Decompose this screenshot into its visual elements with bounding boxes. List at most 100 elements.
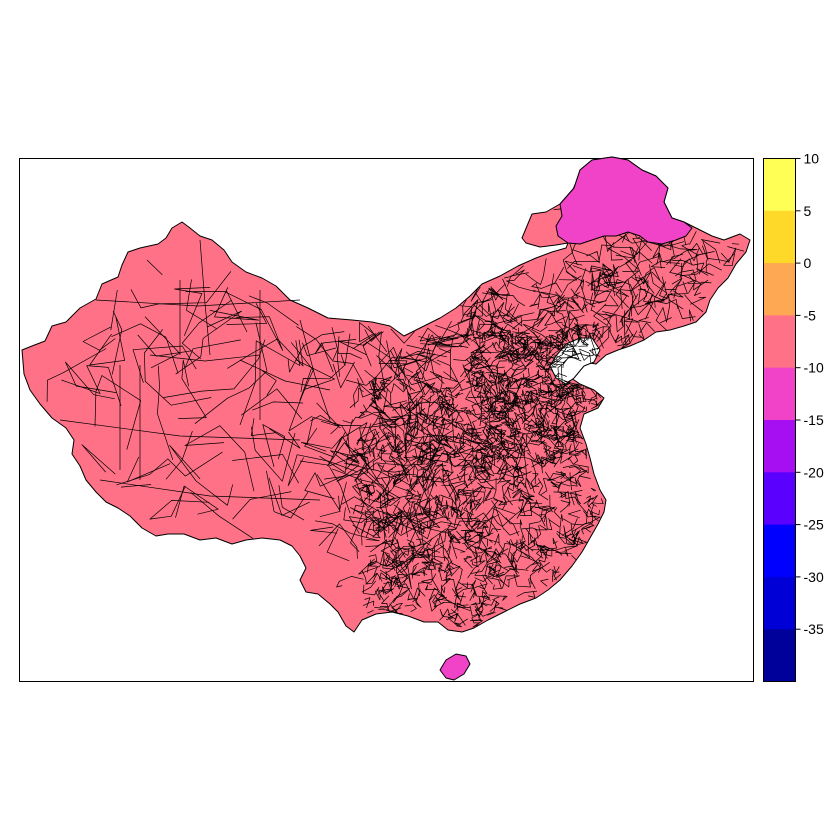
county-boundary: [472, 468, 491, 481]
county-boundary: [430, 494, 439, 500]
county-boundary: [568, 443, 581, 455]
county-boundary: [261, 370, 277, 396]
county-boundary: [408, 382, 433, 395]
county-boundary: [532, 399, 539, 417]
county-boundary: [428, 558, 436, 570]
county-boundary: [564, 381, 580, 396]
county-boundary: [622, 270, 640, 284]
county-boundary: [723, 247, 737, 267]
county-boundary: [393, 504, 408, 518]
county-boundary: [564, 402, 586, 410]
county-boundary: [481, 397, 493, 419]
county-boundary: [444, 560, 453, 578]
county-boundary: [414, 477, 427, 491]
county-boundary: [570, 470, 588, 491]
county-boundary: [541, 357, 562, 364]
county-boundary: [534, 524, 548, 531]
county-boundary: [410, 485, 416, 492]
county-boundary: [470, 420, 477, 436]
county-boundary: [506, 540, 534, 552]
county-boundary: [239, 340, 301, 426]
county-boundary: [460, 368, 471, 378]
county-boundary: [444, 384, 462, 400]
county-boundary: [565, 422, 578, 434]
county-boundary: [157, 365, 174, 460]
county-boundary: [449, 396, 455, 410]
county-boundary: [413, 587, 426, 606]
county-boundary: [515, 450, 527, 475]
county-boundary: [539, 343, 551, 354]
county-boundary: [514, 312, 548, 338]
county-boundary: [390, 539, 406, 558]
county-boundary: [511, 549, 523, 555]
county-boundary: [384, 460, 397, 472]
legend-tick-label: 0: [804, 255, 812, 271]
county-boundary: [190, 492, 254, 539]
county-boundary: [269, 428, 301, 449]
county-boundary: [501, 342, 515, 360]
county-boundary: [382, 510, 400, 531]
county-boundary: [523, 493, 534, 501]
county-boundary: [361, 423, 391, 451]
legend-swatch: [763, 210, 796, 264]
county-boundary: [674, 269, 697, 294]
county-boundary: [523, 367, 530, 380]
county-boundary: [536, 457, 553, 468]
county-boundary: [515, 342, 526, 350]
county-boundary: [511, 339, 517, 353]
county-boundary: [120, 484, 152, 488]
county-boundary: [226, 303, 267, 325]
county-boundary: [455, 587, 463, 603]
county-boundary: [650, 260, 680, 268]
county-boundary: [352, 333, 377, 350]
county-boundary: [185, 291, 248, 333]
county-boundary: [553, 573, 562, 581]
county-boundary: [617, 335, 631, 347]
county-boundary: [412, 462, 430, 477]
county-boundary: [688, 274, 709, 291]
county-boundary: [341, 496, 420, 520]
county-boundary: [414, 423, 425, 436]
county-boundary: [579, 350, 591, 361]
county-boundary: [555, 321, 564, 337]
county-boundary: [580, 348, 594, 357]
county-boundary: [369, 413, 381, 440]
county-boundary: [521, 431, 534, 453]
county-boundary: [545, 537, 558, 550]
county-boundary: [488, 287, 504, 301]
county-boundary: [463, 542, 483, 554]
county-boundary: [560, 472, 575, 479]
county-boundary: [493, 455, 505, 475]
county-boundary: [403, 367, 414, 381]
county-boundary: [481, 334, 487, 343]
county-boundary: [367, 554, 378, 573]
county-boundary: [485, 477, 497, 502]
county-boundary: [438, 338, 454, 354]
county-boundary: [540, 545, 547, 554]
county-boundary: [383, 514, 403, 525]
county-boundary: [375, 406, 419, 429]
county-boundary: [485, 428, 502, 437]
county-boundary: [469, 548, 488, 564]
county-boundary: [501, 367, 517, 380]
county-boundary: [441, 577, 451, 594]
county-boundary: [364, 329, 382, 342]
county-boundary: [464, 311, 485, 360]
county-boundary: [519, 490, 528, 517]
county-boundary: [447, 407, 463, 418]
county-boundary: [359, 468, 390, 500]
county-boundary: [497, 439, 509, 455]
county-boundary: [407, 399, 422, 411]
county-boundary: [444, 439, 465, 444]
county-boundary: [540, 578, 549, 587]
county-boundary: [479, 520, 488, 529]
county-boundary: [435, 371, 458, 383]
county-boundary: [557, 343, 578, 350]
county-boundary: [406, 498, 423, 516]
county-boundary: [345, 419, 367, 483]
county-boundary: [110, 289, 118, 331]
county-boundary: [184, 425, 255, 492]
county-boundary: [368, 360, 408, 407]
legend-swatch: [763, 367, 796, 421]
county-boundary: [372, 509, 382, 520]
